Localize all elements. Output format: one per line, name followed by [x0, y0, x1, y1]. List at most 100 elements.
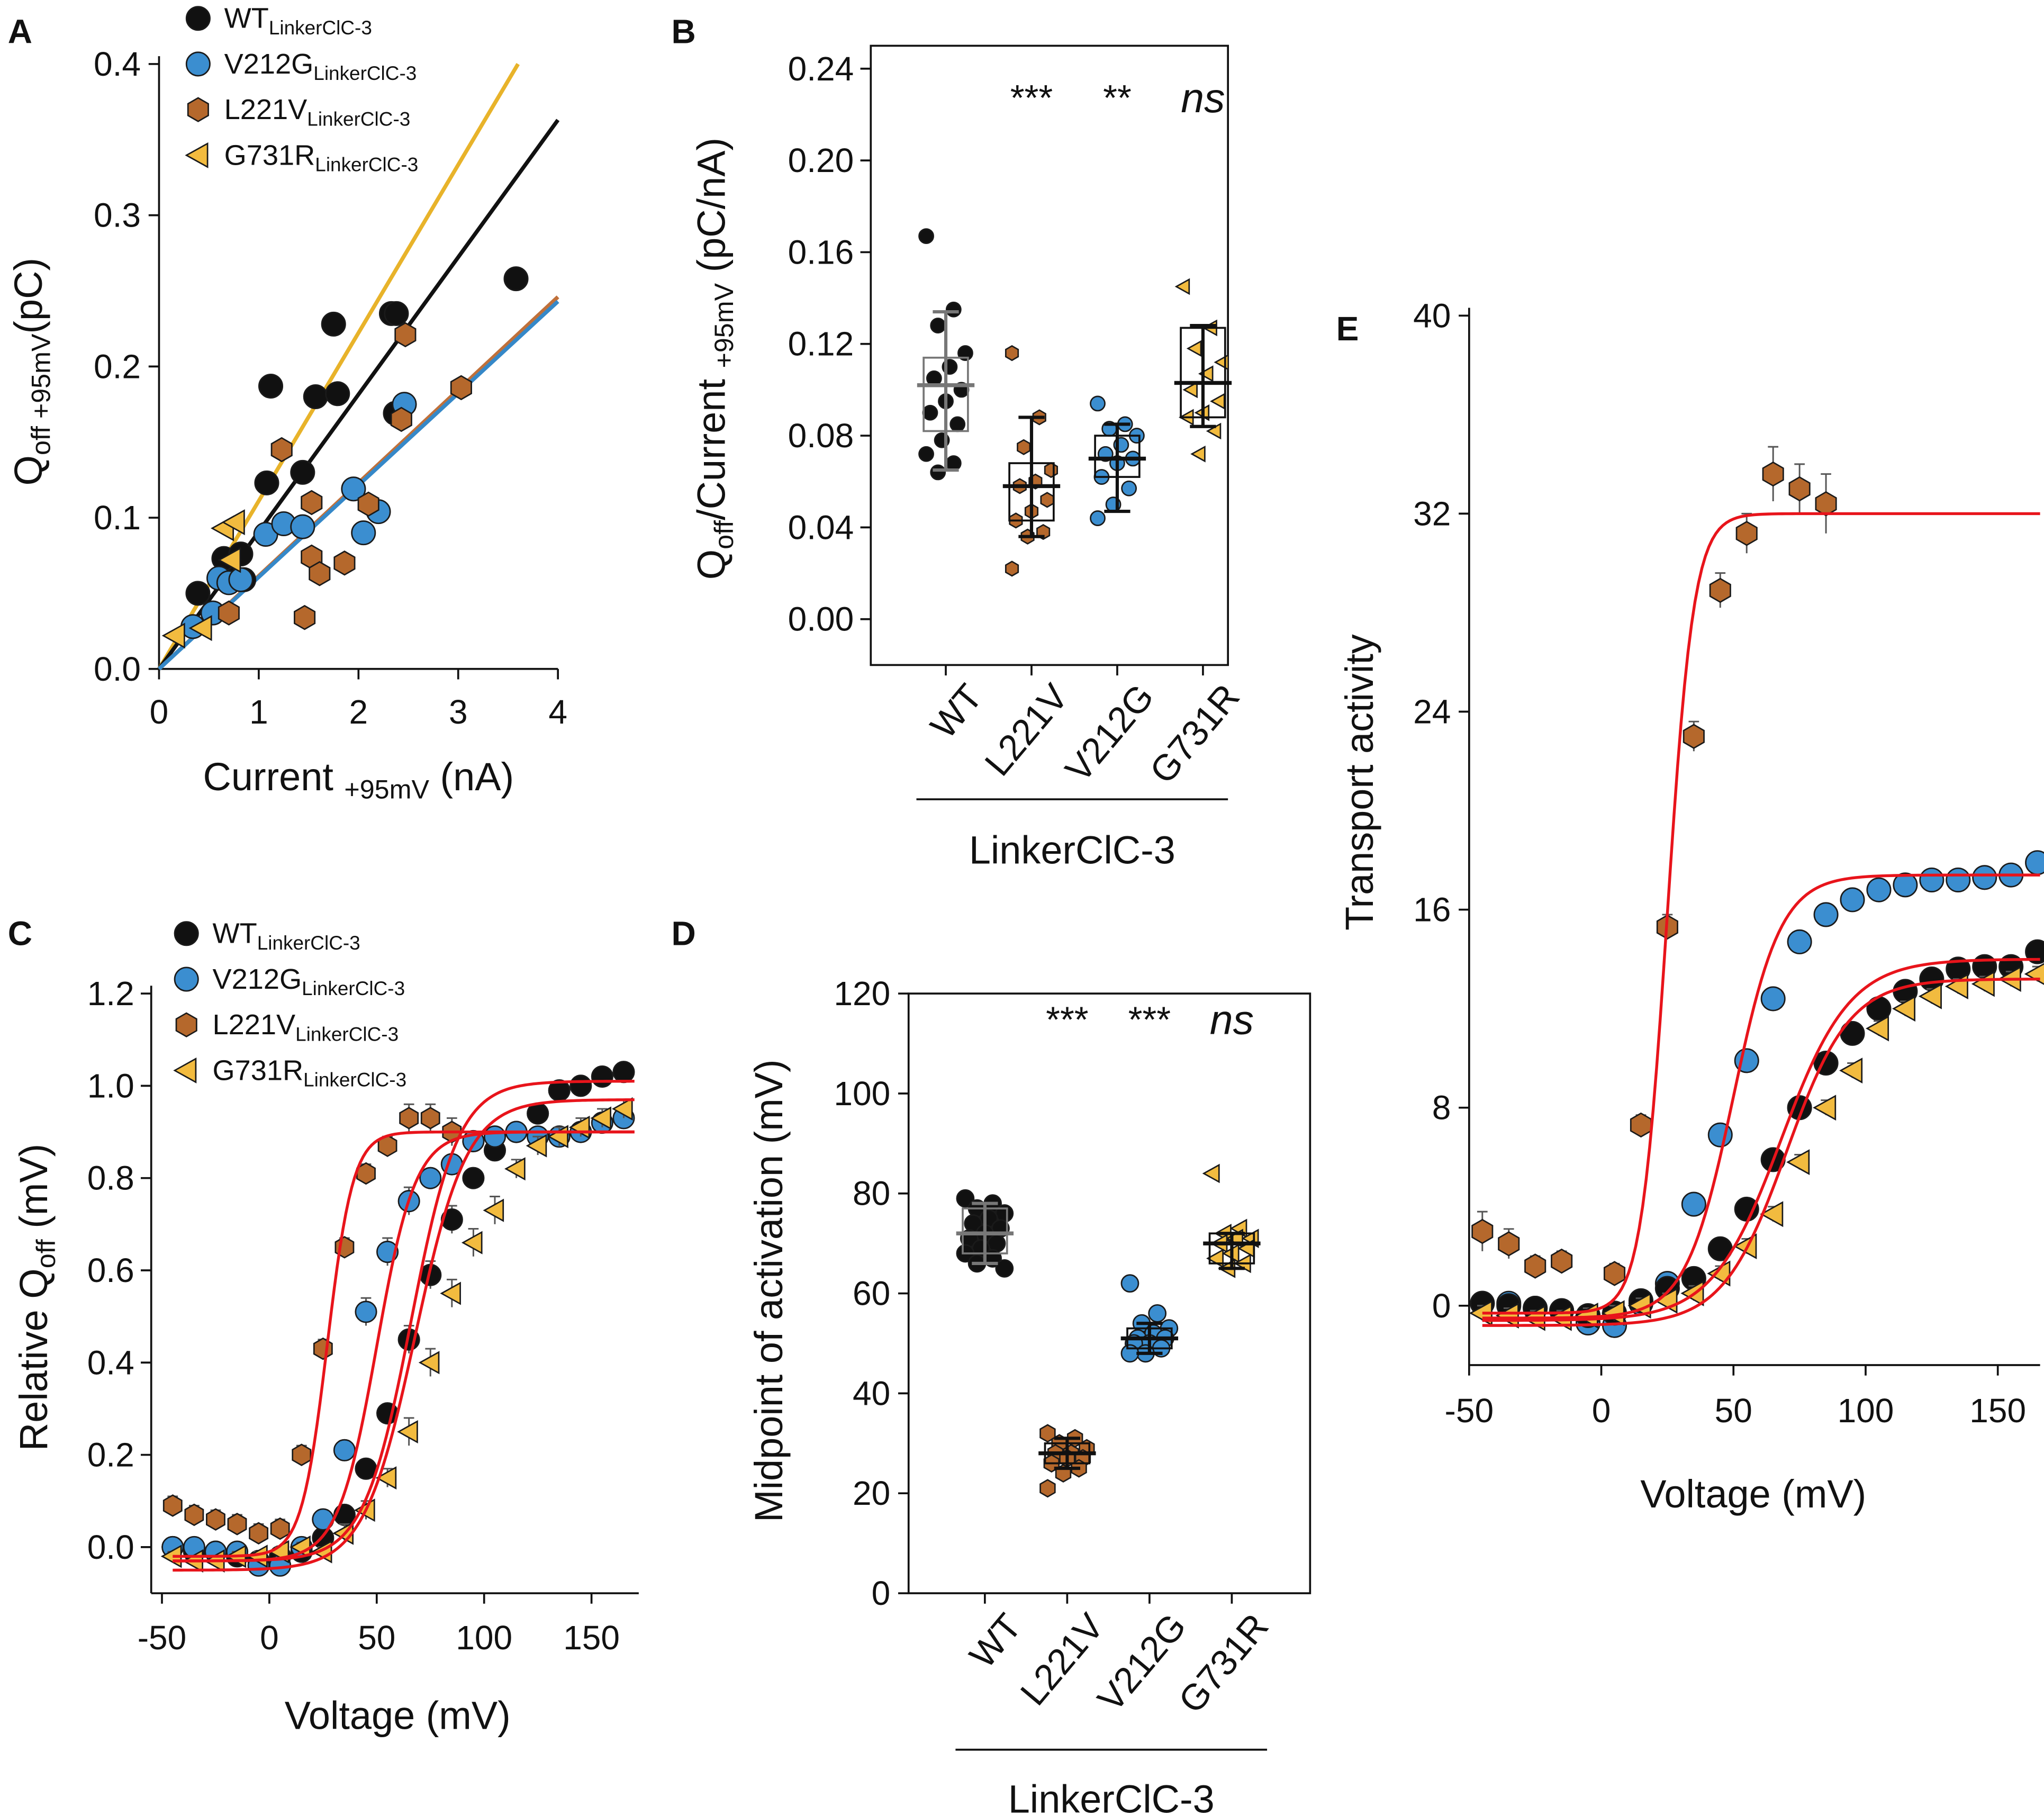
marker-hexagon [294, 604, 316, 630]
box [1094, 435, 1141, 478]
legend-name: G731R [212, 1054, 303, 1086]
marker-hexagon [270, 1517, 290, 1540]
marker-circle [995, 1259, 1014, 1278]
plot-frame [907, 992, 1312, 1594]
marker-circle [303, 384, 328, 410]
panel-label: B [671, 12, 695, 50]
marker-triangle [1186, 340, 1202, 357]
marker-hexagon [1762, 461, 1784, 487]
x-tick-label: -50 [138, 1619, 187, 1657]
legend-label: V212GLinkerClC-3 [224, 48, 417, 84]
marker-triangle [1210, 393, 1225, 410]
marker-circle [918, 228, 934, 244]
marker-circle [1760, 986, 1786, 1012]
y-tick-label: 0.12 [788, 325, 854, 363]
label-part: Midpoint of activation (mV) [747, 1059, 791, 1522]
marker-triangle [526, 1134, 547, 1158]
significance: ns [1181, 75, 1225, 121]
marker-triangle [483, 1198, 504, 1222]
marker-triangle [590, 1106, 612, 1130]
plot-frame [870, 44, 1229, 666]
marker-circle [290, 459, 315, 485]
marker-triangle [461, 1231, 483, 1254]
legend-subscript: LinkerClC-3 [315, 153, 418, 175]
legend-name: V212G [224, 48, 314, 80]
legend-subscript: LinkerClC-3 [269, 16, 372, 38]
marker-triangle [221, 509, 245, 536]
marker-circle [922, 404, 938, 421]
marker-triangle [188, 615, 212, 642]
legend-subscript: LinkerClC-3 [302, 978, 405, 999]
fit-curve [1482, 978, 2040, 1327]
axis-label: Voltage (mV) [285, 1693, 511, 1737]
marker-hexagon [1039, 1479, 1056, 1498]
marker-circle [341, 476, 366, 502]
marker-circle [1919, 867, 1944, 892]
marker-circle [384, 301, 409, 326]
marker-circle [1681, 1191, 1706, 1217]
marker-circle [1972, 865, 1997, 890]
marker-hexagon [187, 97, 209, 122]
marker-hexagon [162, 1494, 183, 1517]
legend-label: G731RLinkerClC-3 [224, 139, 419, 175]
legend-label: G731RLinkerClC-3 [212, 1054, 406, 1090]
marker-circle [1840, 887, 1865, 913]
marker-circle [351, 520, 376, 546]
panel-label: C [8, 915, 32, 953]
marker-triangle [173, 1057, 197, 1083]
marker-hexagon [1040, 492, 1054, 508]
y-tick-label: 0.04 [788, 508, 854, 546]
marker-circle [258, 373, 284, 399]
marker-hexagon [1005, 561, 1019, 577]
marker-hexagon [1603, 1261, 1626, 1286]
marker-triangle [1892, 996, 1915, 1022]
marker-hexagon [1017, 439, 1031, 455]
x-tick-label: L221V [977, 676, 1076, 783]
marker-circle [2025, 939, 2044, 964]
marker-hexagon [1709, 577, 1731, 603]
marker-circle [1120, 1274, 1139, 1293]
y-tick-label: 0.1 [94, 499, 141, 537]
marker-circle [355, 1301, 377, 1323]
marker-circle [930, 318, 946, 333]
legend-label: WTLinkerClC-3 [212, 918, 360, 954]
marker-circle [987, 1234, 1006, 1253]
label-part: +95mV [709, 283, 739, 368]
label-part: +95mV [344, 775, 429, 805]
marker-triangle [1198, 365, 1214, 382]
marker-triangle [1174, 278, 1190, 295]
marker-circle [1090, 510, 1106, 526]
marker-circle [1121, 480, 1137, 496]
marker-hexagon [420, 1107, 440, 1130]
x-tick-label: 0 [150, 693, 169, 731]
marker-hexagon [450, 375, 472, 401]
panel-label: E [1336, 310, 1359, 348]
box [1208, 1232, 1255, 1265]
label-part: (pC) [6, 258, 50, 334]
marker-hexagon [1788, 476, 1811, 502]
marker-hexagon [357, 491, 379, 517]
significance: ** [1103, 77, 1132, 118]
panel-label: A [8, 12, 32, 50]
label-part: Q [689, 549, 733, 580]
marker-circle [185, 581, 211, 606]
label-part: (nA) [429, 755, 514, 799]
marker-circle [945, 301, 962, 318]
marker-hexagon [399, 1107, 419, 1130]
marker-hexagon [1039, 1424, 1056, 1443]
marker-triangle [1866, 1015, 1889, 1042]
marker-circle [254, 470, 279, 495]
legend-name: L221V [212, 1009, 295, 1041]
label-part: off [709, 520, 739, 549]
label-part: (pC/nA) [689, 138, 733, 283]
marker-circle [321, 311, 346, 337]
legend-name: G731R [224, 139, 315, 171]
marker-hexagon [227, 1513, 247, 1536]
y-tick-label: 0.0 [87, 1528, 134, 1566]
group-label: LinkerClC-3 [969, 828, 1175, 872]
marker-circle [1866, 877, 1892, 902]
marker-circle [419, 1167, 442, 1189]
marker-triangle [1813, 1095, 1837, 1121]
label-part: /Current [689, 368, 733, 520]
significance: *** [1046, 999, 1089, 1040]
